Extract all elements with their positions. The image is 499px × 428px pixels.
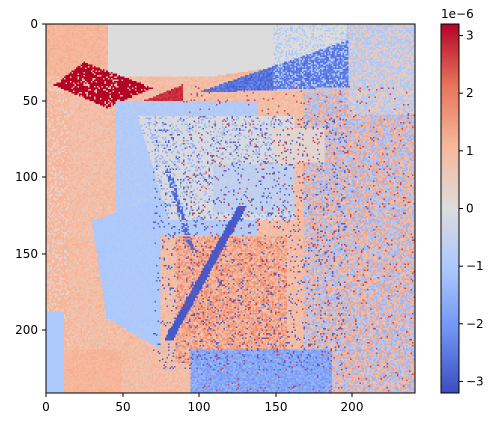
colorbar-tick-label: 1 (466, 144, 474, 158)
heatmap-raster (46, 24, 415, 393)
x-tick-label-100: 100 (188, 400, 211, 414)
plot-frame (45, 23, 416, 394)
x-tick-label-50: 50 (115, 400, 130, 414)
colorbar-tick-label: 2 (466, 86, 474, 100)
colorbar-tick-label: 3 (466, 29, 474, 43)
y-tick-label-50: 50 (23, 94, 38, 108)
heatmap-image (46, 24, 415, 393)
y-tick-label-150: 150 (15, 247, 38, 261)
y-tick-label-100: 100 (15, 170, 38, 184)
colorbar-tick-label: −1 (466, 259, 484, 273)
y-axis: 0 50 100 150 200 (15, 17, 46, 337)
colorbar-tick-label: 0 (466, 202, 474, 216)
colorbar-ticks: 3 2 1 0 −1 −2 −3 (459, 29, 484, 388)
colorbar-offset-label: 1e−6 (441, 7, 474, 21)
x-tick-label-200: 200 (341, 400, 364, 414)
y-tick-label-200: 200 (15, 323, 38, 337)
x-axis: 0 50 100 150 200 (42, 393, 363, 414)
colorbar (440, 23, 460, 394)
y-tick-label-0: 0 (30, 17, 38, 31)
colorbar-tick-label: −3 (466, 374, 484, 388)
colorbar-tick-label: −2 (466, 317, 484, 331)
x-tick-label-150: 150 (265, 400, 288, 414)
x-tick-label-0: 0 (42, 400, 50, 414)
